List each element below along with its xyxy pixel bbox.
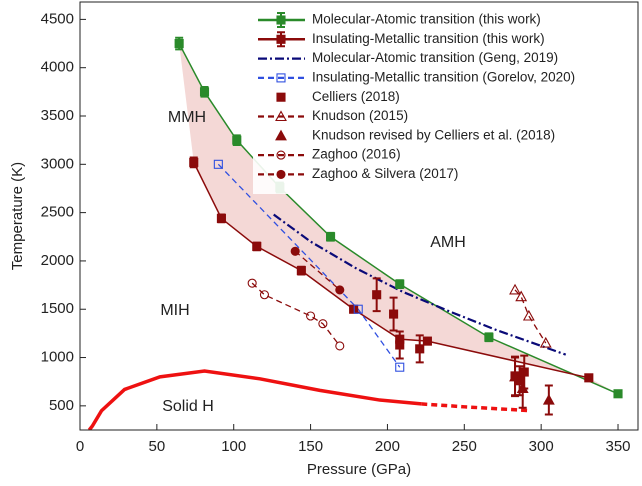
series-line (273, 213, 567, 356)
y-tick-label: 3000 (41, 155, 74, 172)
data-point (584, 373, 594, 383)
data-point (415, 344, 425, 354)
x-tick-label: 100 (221, 438, 246, 455)
x-tick-label: 300 (529, 438, 554, 455)
data-point (522, 309, 535, 321)
data-point (199, 87, 210, 97)
plot-frame (79, 1, 639, 431)
x-tick-label: 350 (606, 438, 631, 455)
data-point (395, 279, 405, 289)
data-point (539, 336, 552, 348)
data-point (189, 157, 199, 167)
legend-box (253, 8, 615, 194)
data-point (516, 382, 529, 394)
data-point (509, 283, 521, 295)
data-point (372, 290, 382, 300)
legend-marker (276, 34, 286, 44)
data-point (174, 38, 184, 49)
region-label: MMH (168, 109, 206, 126)
y-tick-label: 2000 (41, 252, 74, 269)
transition-band (179, 43, 619, 394)
data-point (389, 309, 399, 319)
data-point (259, 290, 270, 300)
legend-label: Molecular-Atomic transition (Geng, 2019) (312, 50, 558, 65)
legend-label: Celliers (2018) (312, 89, 400, 104)
data-point (247, 278, 257, 288)
legend-label: Zaghoo (2016) (312, 147, 401, 162)
data-point (216, 213, 226, 223)
legend-marker (276, 92, 286, 102)
y-tick-label: 2500 (41, 204, 74, 221)
region-label: MIH (160, 302, 189, 319)
series-line (514, 289, 547, 344)
y-tick-label: 4000 (41, 59, 74, 76)
data-point (613, 389, 623, 399)
melting-line (87, 369, 422, 430)
data-point (349, 304, 359, 314)
x-tick-label: 250 (452, 438, 477, 455)
data-point (290, 246, 300, 256)
data-point (318, 319, 328, 329)
data-point (296, 266, 306, 276)
x-tick-label: 50 (149, 438, 166, 455)
region-label: AMH (430, 234, 466, 251)
legend-label: Insulating-Metallic transition (this wor… (312, 31, 545, 46)
x-tick-label: 200 (375, 438, 400, 455)
legend-label: Zaghoo & Silvera (2017) (312, 166, 458, 181)
legend-marker (275, 110, 287, 122)
data-point (213, 159, 223, 169)
region-label: Solid H (162, 398, 214, 415)
data-point (353, 304, 363, 314)
series-line (251, 282, 341, 347)
y-tick-label: 1500 (41, 300, 74, 317)
x-tick-label: 0 (76, 438, 84, 455)
data-point (335, 285, 345, 295)
legend-label: Molecular-Atomic transition (this work) (312, 12, 541, 27)
legend-marker (276, 169, 286, 179)
melting-line-extrapolated (421, 402, 531, 413)
data-point (252, 241, 262, 251)
data-point (515, 290, 528, 302)
legend-label: Knudson revised by Celliers et al. (2018… (312, 127, 555, 142)
data-point (542, 393, 555, 405)
data-point (232, 135, 242, 145)
data-point (484, 332, 494, 342)
data-point (395, 340, 405, 350)
data-point (326, 232, 336, 242)
legend-label: Insulating-Metallic transition (Gorelov,… (312, 69, 575, 84)
legend-marker (276, 150, 286, 160)
y-tick-label: 4500 (41, 10, 74, 27)
legend-marker (275, 129, 287, 141)
data-point (509, 370, 521, 382)
data-point (335, 341, 345, 351)
data-point (306, 311, 316, 321)
y-tick-label: 500 (49, 397, 74, 414)
y-tick-label: 3500 (41, 107, 74, 124)
legend-label: Knudson (2015) (312, 108, 408, 123)
data-point (395, 362, 405, 372)
legend-marker (276, 73, 286, 83)
series-line (178, 43, 619, 395)
series-line (217, 163, 401, 368)
y-tick-label: 1000 (41, 349, 74, 366)
data-point (422, 336, 432, 346)
legend-marker (276, 15, 286, 25)
series-line (193, 162, 589, 379)
x-axis-title: Pressure (GPa) (307, 461, 411, 478)
y-axis-title: Temperature (K) (9, 162, 26, 270)
x-tick-label: 150 (298, 438, 323, 455)
data-point (519, 367, 529, 377)
